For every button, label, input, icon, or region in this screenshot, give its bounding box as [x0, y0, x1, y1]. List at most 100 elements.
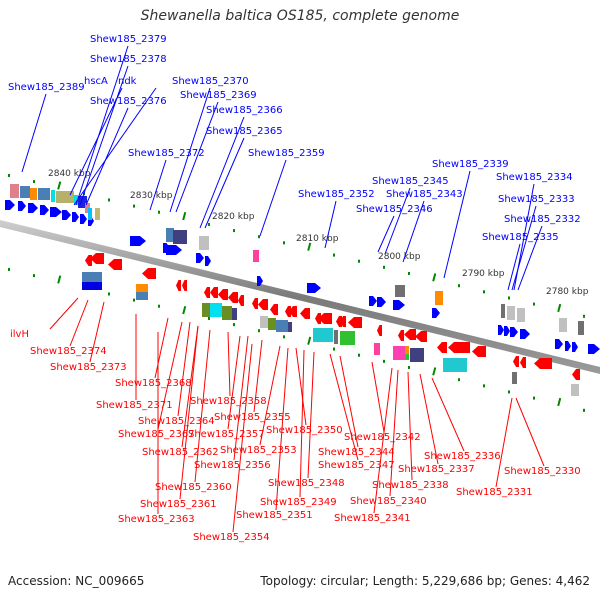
forward-gene-arrow: [62, 210, 71, 220]
reverse-gene-block: [288, 322, 292, 332]
scale-tick-mark: [158, 304, 160, 308]
forward-gene-block: [95, 208, 100, 220]
reverse-leader-line: [299, 349, 305, 498]
reverse-gene-label: Shew185_2373: [50, 362, 127, 373]
reverse-leader-line: [515, 397, 545, 467]
reverse-gene-arrow: [285, 306, 291, 317]
reverse-gene-arrow: [572, 369, 580, 380]
reverse-gene-label: Shew185_2336: [424, 451, 501, 462]
forward-gene-block: [517, 308, 525, 322]
reverse-gene-block: [202, 303, 210, 317]
reverse-leader-line: [373, 367, 393, 514]
reverse-leader-line: [431, 377, 465, 452]
forward-gene-block: [173, 230, 187, 244]
forward-gene-label: Shew185_2378: [90, 54, 167, 65]
scale-tick-mark: [508, 390, 510, 394]
forward-leader-line: [443, 170, 471, 279]
reverse-gene-label: Shew185_2347: [318, 460, 395, 471]
scale-tick-mark: [557, 397, 562, 407]
reverse-gene-block: [340, 331, 355, 345]
reverse-gene-arrow: [108, 259, 122, 270]
map-title: Shewanella baltica OS185, complete genom…: [140, 8, 460, 24]
forward-gene-arrow: [5, 200, 15, 210]
forward-leader-line: [377, 215, 395, 253]
reverse-gene-arrow: [258, 299, 268, 310]
reverse-gene-arrow: [252, 298, 258, 309]
reverse-gene-arrow: [437, 342, 447, 353]
reverse-leader-line: [227, 335, 241, 430]
reverse-gene-arrow: [204, 287, 210, 298]
forward-gene-label: ndk: [118, 76, 137, 87]
forward-gene-label: Shew185_2366: [206, 105, 283, 116]
scale-tick-mark: [333, 253, 335, 257]
forward-gene-arrow: [307, 283, 321, 293]
reverse-gene-label: Shew185_2362: [142, 447, 219, 458]
forward-gene-label: Shew185_2343: [386, 189, 463, 200]
forward-gene-block: [199, 236, 209, 250]
forward-gene-block: [20, 186, 30, 198]
reverse-leader-line: [89, 301, 105, 363]
forward-leader-line: [507, 243, 521, 291]
scale-label: 2780 kbp: [546, 287, 589, 297]
forward-gene-label: Shew185_2365: [206, 126, 283, 137]
forward-gene-label: Shew185_2334: [496, 172, 573, 183]
scale-tick-mark: [283, 335, 285, 339]
forward-gene-arrow: [28, 203, 38, 213]
scale-tick-mark: [283, 241, 285, 245]
reverse-gene-arrow: [176, 280, 181, 291]
reverse-leader-line: [232, 343, 253, 533]
forward-gene-arrow: [393, 300, 405, 310]
forward-gene-arrow: [257, 276, 263, 286]
reverse-gene-label: Shew185_2349: [260, 497, 337, 508]
forward-gene-arrow: [572, 342, 578, 352]
reverse-gene-arrow: [534, 358, 552, 369]
reverse-gene-label: Shew185_2353: [220, 445, 297, 456]
reverse-gene-block: [405, 346, 409, 354]
reverse-gene-block: [410, 348, 424, 362]
reverse-gene-label: Shew185_2367: [118, 429, 195, 440]
forward-gene-block: [56, 191, 74, 203]
scale-tick-mark: [57, 275, 62, 284]
reverse-leader-line: [157, 321, 183, 430]
forward-gene-label: Shew185_2359: [248, 148, 325, 159]
scale-tick-mark: [8, 267, 10, 271]
forward-leader-line: [402, 200, 425, 263]
reverse-gene-label: Shew185_2363: [118, 514, 195, 525]
reverse-gene-label: Shew185_2344: [318, 447, 395, 458]
reverse-gene-arrow: [415, 331, 427, 342]
forward-gene-label: Shew185_2333: [498, 194, 575, 205]
forward-gene-block: [30, 188, 37, 200]
forward-gene-block: [507, 306, 515, 320]
forward-gene-label: Shew185_2345: [372, 176, 449, 187]
reverse-gene-block: [374, 343, 380, 355]
forward-gene-block: [395, 285, 405, 297]
scale-tick-mark: [208, 222, 210, 226]
reverse-gene-label: Shew185_2338: [372, 480, 449, 491]
scale-tick-mark: [408, 365, 410, 369]
forward-leader-line: [259, 159, 287, 237]
reverse-gene-block: [393, 346, 405, 360]
scale-label: 2790 kbp: [462, 269, 505, 279]
forward-gene-block: [501, 304, 505, 318]
forward-gene-arrow: [565, 341, 571, 351]
forward-leader-line: [75, 45, 129, 206]
forward-gene-arrow: [130, 236, 146, 246]
reverse-gene-arrow: [182, 280, 187, 291]
forward-gene-label: Shew185_2376: [90, 96, 167, 107]
forward-gene-block: [74, 195, 78, 205]
forward-gene-label: Shew185_2339: [432, 159, 509, 170]
scale-tick-mark: [358, 353, 360, 357]
reverse-leader-line: [181, 325, 199, 448]
reverse-gene-arrow: [377, 325, 382, 336]
reverse-gene-label: Shew185_2354: [193, 532, 270, 543]
reverse-gene-arrow: [238, 295, 244, 306]
reverse-gene-label: Shew185_2331: [456, 487, 533, 498]
forward-leader-line: [324, 200, 337, 249]
forward-gene-block: [435, 291, 443, 305]
scale-tick-mark: [108, 198, 110, 202]
forward-gene-block: [10, 184, 19, 198]
reverse-leader-line: [194, 329, 211, 483]
scale-tick-mark: [133, 204, 135, 208]
scale-tick-mark: [432, 367, 437, 376]
